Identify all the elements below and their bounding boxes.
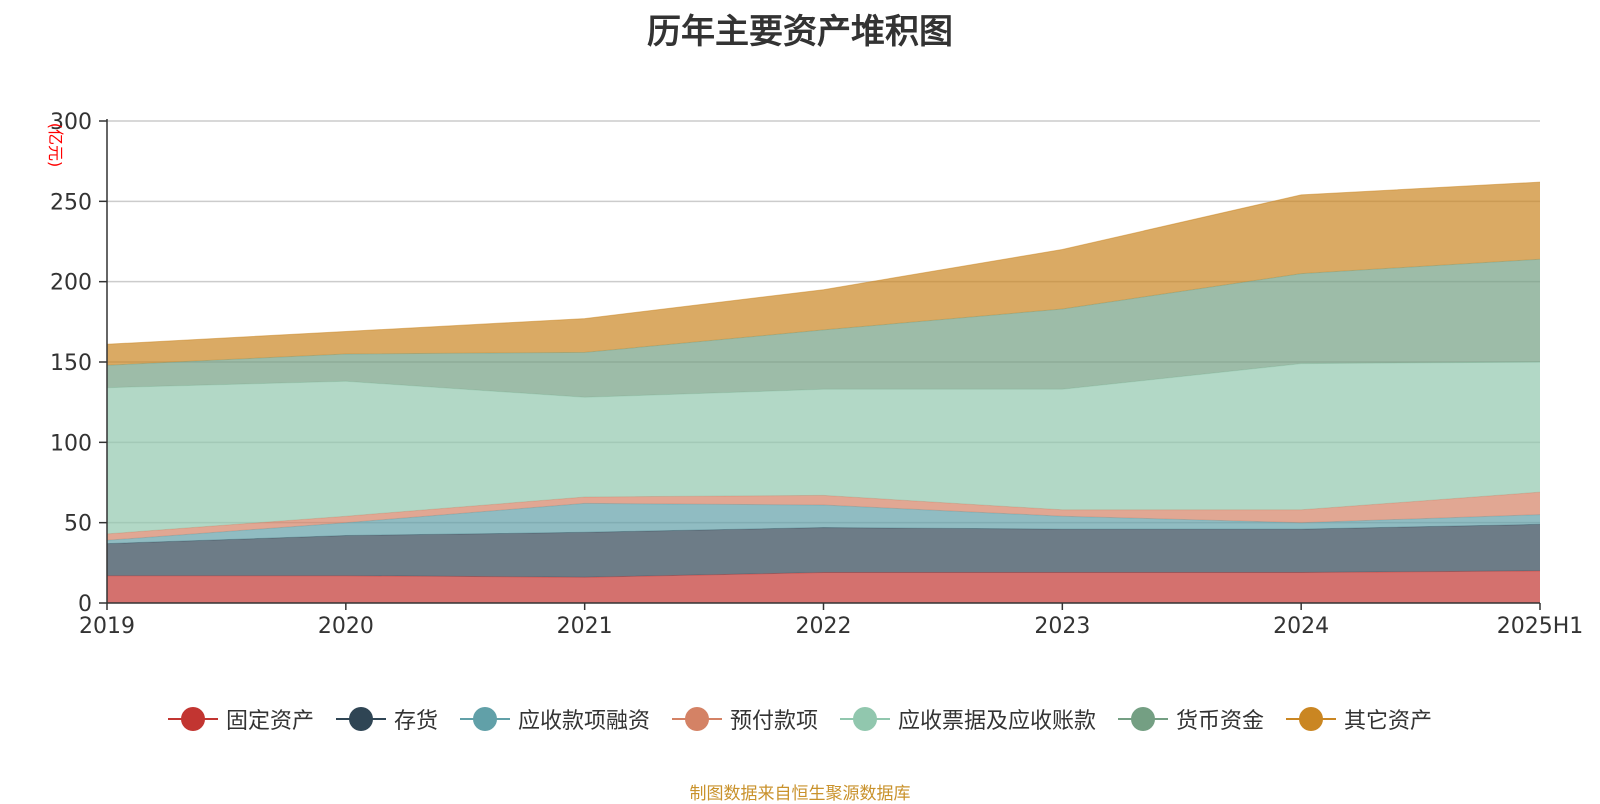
y-tick-label: 0 — [78, 592, 92, 617]
legend-item-6[interactable]: 其它资产 — [1286, 703, 1432, 735]
legend-label: 应收款项融资 — [517, 709, 650, 734]
area-series-0 — [107, 570, 1540, 603]
legend-label: 其它资产 — [1344, 709, 1433, 734]
y-tick-label: 50 — [64, 512, 92, 537]
legend-marker-line — [335, 707, 386, 731]
legend: 固定资产 存货 应收款项融资 预付款项 应收票据及应收账款 货币资金 其它资产 — [0, 703, 1600, 735]
area-series-4 — [107, 362, 1540, 534]
legend-item-3[interactable]: 预付款项 — [671, 703, 818, 735]
legend-marker-line — [167, 707, 218, 731]
legend-marker-line — [840, 707, 890, 731]
y-axis-unit-label: (亿元) — [46, 123, 65, 168]
y-tick-label: 250 — [50, 190, 92, 215]
y-tick-label: 200 — [50, 271, 92, 296]
x-tick-label: 2020 — [318, 614, 374, 639]
legend-item-2[interactable]: 应收款项融资 — [459, 703, 650, 735]
data-source-note: 制图数据来自恒生聚源数据库 — [689, 784, 911, 804]
x-tick-label: 2024 — [1273, 614, 1329, 639]
legend-marker-dot — [1131, 707, 1156, 731]
legend-label: 固定资产 — [225, 709, 314, 734]
area-series-1 — [107, 524, 1540, 578]
legend-item-5[interactable]: 货币资金 — [1118, 703, 1264, 735]
tick-labels: 0 50 100 150 200 250 300 2019 2020 2021 2022 2023 20… — [46, 110, 1583, 639]
legend-marker-dot — [180, 707, 205, 731]
legend-marker-line — [671, 707, 722, 731]
legend-label: 存货 — [393, 709, 438, 734]
legend-item-0[interactable]: 固定资产 — [167, 703, 314, 735]
x-tick-label: 2021 — [557, 614, 613, 639]
chart-title: 历年主要资产堆积图 — [647, 12, 953, 52]
axes — [99, 119, 1541, 610]
legend-label: 应收票据及应收账款 — [898, 709, 1097, 734]
x-tick-label: 2023 — [1034, 614, 1090, 639]
legend-marker-line — [459, 707, 510, 731]
legend-item-4[interactable]: 应收票据及应收账款 — [840, 703, 1096, 735]
y-tick-label: 300 — [50, 110, 92, 135]
legend-marker-dot — [348, 707, 373, 731]
legend-marker-dot — [853, 707, 877, 731]
legend-marker-line — [1118, 707, 1169, 731]
area-series-5 — [107, 259, 1540, 398]
area-series — [106, 181, 1541, 603]
x-tick-label: 2022 — [796, 614, 852, 639]
legend-marker-dot — [684, 707, 709, 731]
legend-marker-line — [1286, 707, 1337, 731]
area-edge-6 — [106, 181, 1541, 345]
legend-item-1[interactable]: 存货 — [335, 703, 438, 735]
x-tick-label: 2025H1 — [1497, 614, 1584, 639]
legend-label: 预付款项 — [729, 709, 818, 734]
y-tick-label: 150 — [50, 351, 92, 376]
area-series-6 — [107, 182, 1540, 366]
y-tick-label: 100 — [50, 431, 92, 456]
legend-marker-dot — [1299, 707, 1324, 731]
legend-marker-dot — [472, 707, 497, 731]
area-series-3 — [107, 492, 1540, 541]
legend-label: 货币资金 — [1176, 709, 1265, 734]
x-tick-label: 2019 — [79, 614, 135, 639]
